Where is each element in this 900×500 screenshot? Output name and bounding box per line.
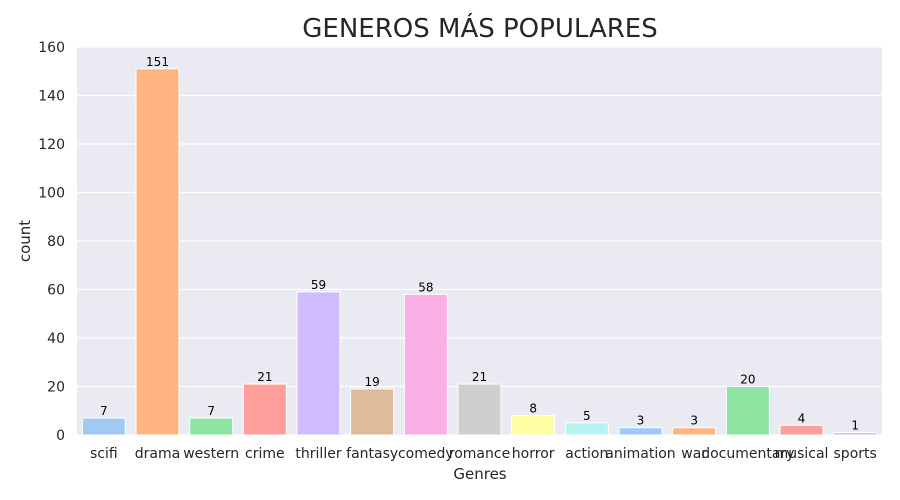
y-tick-label: 100 [38,186,65,202]
x-tick-label-thriller: thriller [295,446,341,462]
bars [81,68,878,436]
x-tick-label-documentary: documentary [701,446,794,462]
data-label-animation: 3 [637,414,645,428]
bar-western [189,417,234,436]
data-label-war: 3 [690,414,698,428]
y-tick-label: 60 [47,283,65,299]
bar-romance [457,383,502,436]
x-tick-label-animation: animation [605,446,675,462]
bar-drama [135,68,180,436]
y-tick-label: 20 [47,380,65,396]
data-label-scifi: 7 [100,404,108,418]
data-label-western: 7 [207,404,215,418]
x-tick-label-action: action [565,446,608,462]
x-axis-label: Genres [453,465,506,483]
y-tick-label: 0 [56,428,65,444]
bar-comedy [403,293,448,436]
x-tick-label-western: western [183,446,239,462]
y-axis-label: count [16,220,34,262]
x-tick-label-musical: musical [775,446,829,462]
y-tick-label: 140 [38,89,65,105]
y-tick-label: 120 [38,137,65,153]
x-tick-label-comedy: comedy [398,446,454,462]
bar-war [672,427,717,436]
data-label-romance: 21 [472,370,487,384]
y-tick-label: 80 [47,234,65,250]
data-label-musical: 4 [798,411,806,425]
bar-musical [779,424,824,436]
data-label-fantasy: 19 [365,375,380,389]
bar-sports [833,432,878,436]
x-tick-label-sports: sports [834,446,877,462]
bar-thriller [296,291,341,436]
x-tick-label-romance: romance [449,446,510,462]
bar-horror [511,415,556,436]
y-axis-ticks: 0 20 40 60 80 100 120 140 160 [38,40,65,444]
bar-fantasy [350,388,395,436]
bar-documentary [725,386,770,436]
x-tick-label-horror: horror [512,446,555,462]
data-labels: 7 151 7 21 59 19 58 21 8 5 3 3 20 4 1 [100,55,859,433]
data-label-crime: 21 [257,370,272,384]
y-tick-label: 160 [38,40,65,56]
data-label-documentary: 20 [740,373,755,387]
bar-scifi [81,417,126,436]
bar-action [564,422,609,436]
data-label-drama: 151 [146,55,169,69]
x-tick-label-drama: drama [135,446,180,462]
x-tick-label-crime: crime [245,446,285,462]
x-tick-label-scifi: scifi [90,446,118,462]
data-label-action: 5 [583,409,591,423]
data-label-thriller: 59 [311,278,326,292]
chart-title: GENEROS MÁS POPULARES [302,12,657,44]
bar-crime [242,383,287,436]
bar-animation [618,427,663,436]
x-axis-ticks: scifi drama western crime thriller fantasy com… [90,446,877,462]
data-label-horror: 8 [529,402,537,416]
x-tick-label-fantasy: fantasy [346,446,398,462]
data-label-sports: 1 [851,419,859,433]
x-tick-label-war: war [681,446,707,462]
y-tick-label: 40 [47,331,65,347]
data-label-comedy: 58 [418,280,433,294]
